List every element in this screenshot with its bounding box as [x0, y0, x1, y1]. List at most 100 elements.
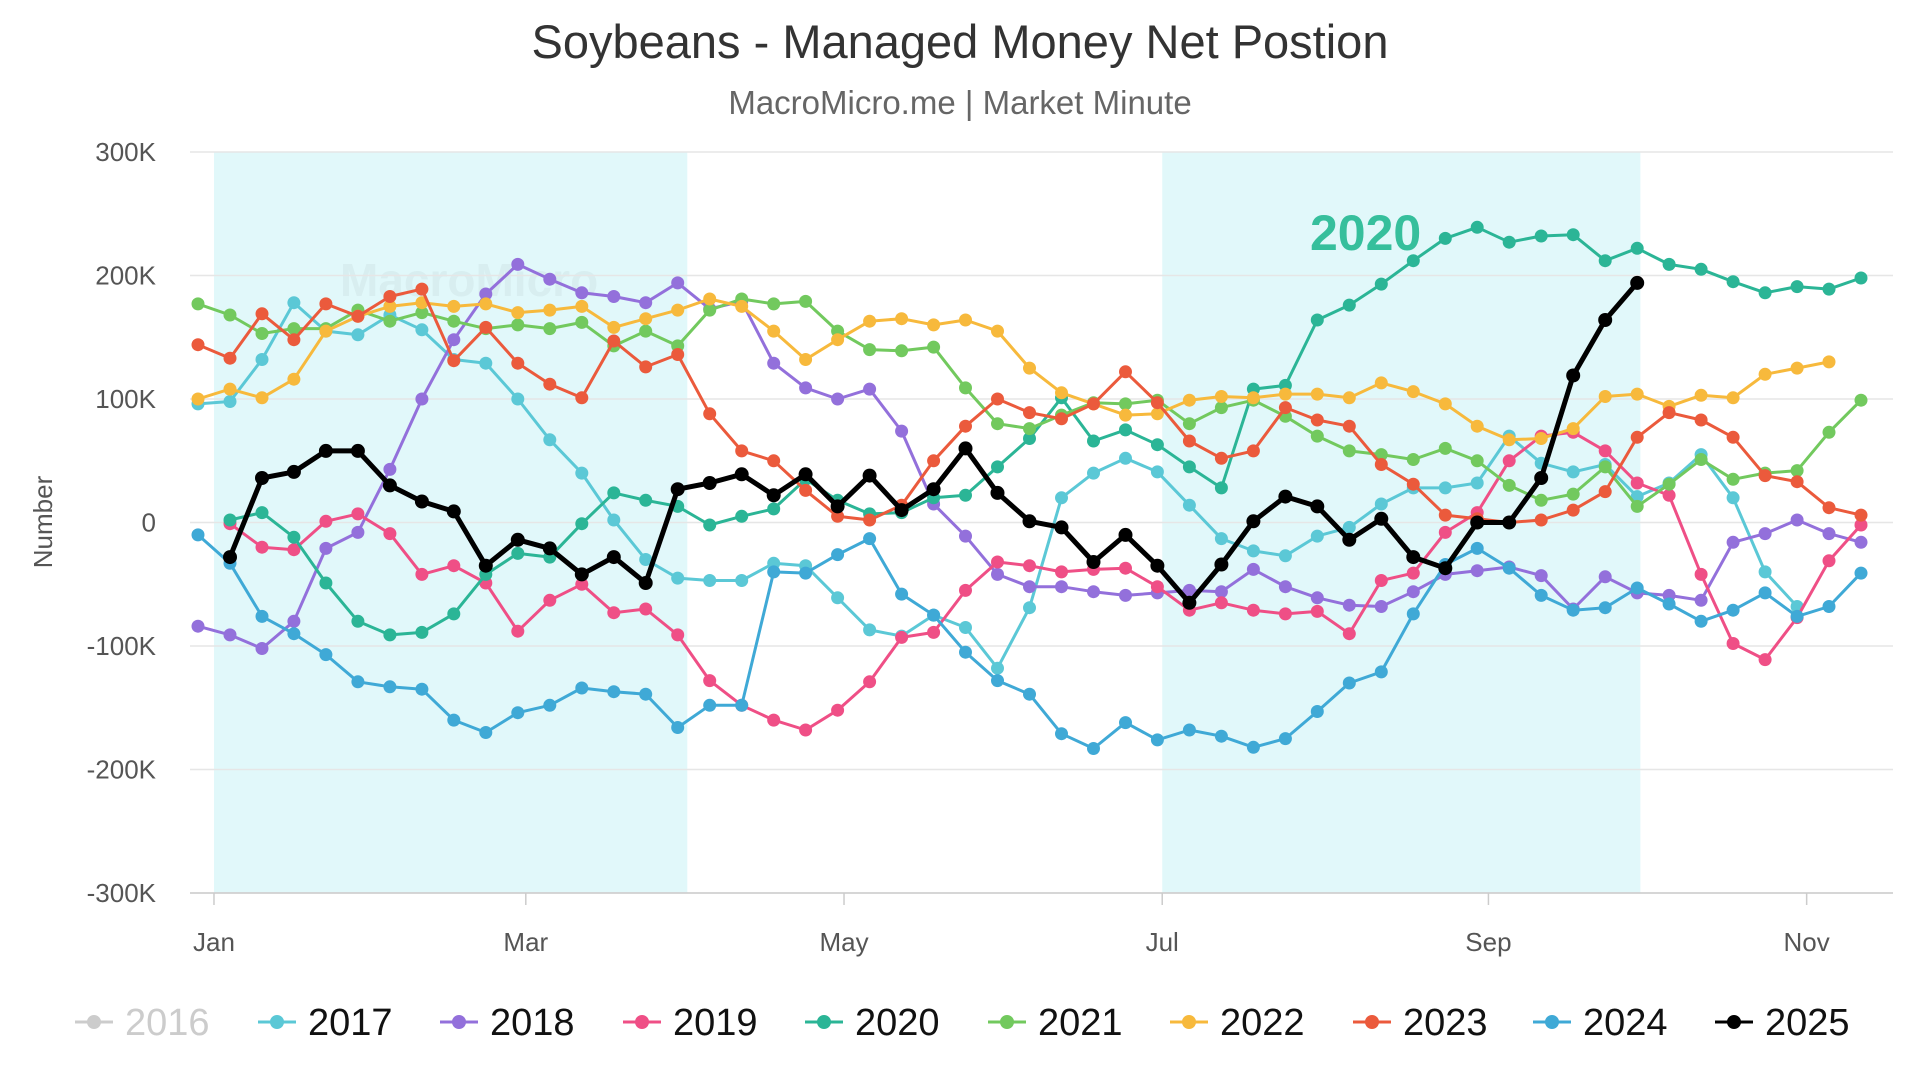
legend-item-2025[interactable]: 2025: [1715, 1002, 1850, 1044]
point-2020: [1598, 254, 1612, 268]
point-2025: [734, 467, 749, 482]
point-2019: [415, 567, 429, 581]
point-2020: [1150, 438, 1164, 452]
point-2023: [735, 444, 749, 458]
point-2018: [575, 286, 589, 300]
point-2025: [702, 476, 717, 490]
point-2018: [1278, 580, 1292, 594]
point-2020: [1758, 286, 1772, 300]
point-2018: [607, 290, 621, 303]
point-2025: [862, 468, 877, 483]
point-2023: [191, 338, 205, 352]
point-2025: [990, 485, 1005, 500]
point-2022: [991, 324, 1004, 338]
point-2024: [831, 548, 845, 562]
point-2019: [1758, 653, 1772, 667]
point-2018: [1822, 527, 1836, 541]
point-2022: [1566, 422, 1580, 436]
point-2018: [1726, 535, 1740, 549]
point-2024: [1342, 676, 1356, 690]
point-2021: [1726, 472, 1740, 486]
point-2023: [287, 333, 301, 347]
point-2024: [1310, 705, 1324, 718]
point-2025: [1310, 499, 1325, 514]
point-2020: [351, 614, 365, 628]
point-2023: [1822, 501, 1836, 515]
point-2020: [1726, 275, 1740, 289]
legend-item-2023[interactable]: 2023: [1353, 1002, 1488, 1044]
legend-item-2016[interactable]: 2016: [75, 1002, 210, 1044]
legend-item-2021[interactable]: 2021: [988, 1002, 1123, 1044]
point-2018: [1246, 562, 1260, 576]
point-2020: [415, 625, 429, 639]
point-2023: [1310, 413, 1324, 427]
point-2022: [863, 314, 877, 328]
point-2018: [511, 257, 525, 271]
annotation-2020: 2020: [1310, 205, 1421, 261]
legend-item-2018[interactable]: 2018: [440, 1002, 575, 1044]
point-2017: [959, 621, 972, 634]
point-2019: [959, 583, 972, 597]
point-2025: [478, 558, 493, 573]
point-2023: [1119, 365, 1132, 379]
point-2019: [1119, 561, 1132, 575]
point-2019: [703, 674, 717, 688]
point-2023: [1726, 430, 1740, 444]
legend-swatch-marker: [1365, 1015, 1379, 1029]
point-2023: [511, 356, 525, 370]
point-2017: [223, 395, 237, 408]
point-2018: [1598, 570, 1612, 584]
point-2021: [1854, 393, 1868, 407]
legend-item-2020[interactable]: 2020: [805, 1002, 940, 1044]
point-2023: [671, 348, 685, 361]
point-2025: [1246, 514, 1261, 529]
point-2025: [1086, 555, 1101, 569]
point-2024: [735, 698, 749, 712]
point-2018: [1182, 583, 1196, 597]
point-2021: [1470, 454, 1484, 468]
point-2021: [223, 308, 237, 322]
point-2021: [639, 324, 653, 338]
point-2024: [1726, 603, 1740, 617]
point-2025: [574, 567, 589, 582]
point-2018: [191, 619, 205, 633]
point-2022: [1182, 393, 1196, 407]
point-2021: [447, 314, 461, 328]
point-2024: [1470, 541, 1484, 555]
point-2024: [1822, 600, 1836, 613]
point-2024: [639, 687, 653, 701]
point-2023: [1055, 412, 1068, 426]
point-2021: [1406, 453, 1420, 466]
legend-item-2017[interactable]: 2017: [258, 1002, 393, 1044]
point-2018: [1854, 535, 1868, 549]
point-2022: [607, 320, 621, 334]
legend-item-2019[interactable]: 2019: [623, 1002, 758, 1044]
point-2019: [1502, 454, 1516, 468]
point-2024: [1694, 614, 1708, 628]
point-2019: [319, 514, 333, 528]
point-2017: [863, 623, 877, 637]
point-2023: [1023, 406, 1036, 420]
point-2021: [1534, 493, 1548, 507]
legend-item-2024[interactable]: 2024: [1533, 1002, 1668, 1044]
point-2019: [1662, 488, 1676, 502]
legend-label: 2020: [855, 1002, 940, 1044]
point-2024: [1566, 603, 1580, 617]
point-2017: [1438, 481, 1452, 495]
point-2020: [1822, 282, 1836, 296]
point-2023: [1790, 475, 1804, 489]
point-2021: [1374, 448, 1388, 462]
point-2020: [1342, 298, 1356, 312]
point-2021: [1502, 478, 1516, 492]
point-2019: [607, 606, 621, 620]
point-2020: [1470, 220, 1484, 234]
watermark: MacroMicro: [340, 254, 598, 306]
point-2025: [510, 532, 525, 547]
point-2018: [1374, 600, 1388, 613]
legend-item-2022[interactable]: 2022: [1170, 1002, 1305, 1044]
point-2018: [1023, 580, 1036, 594]
point-2023: [319, 297, 333, 311]
point-2021: [575, 315, 589, 329]
point-2024: [959, 645, 972, 659]
